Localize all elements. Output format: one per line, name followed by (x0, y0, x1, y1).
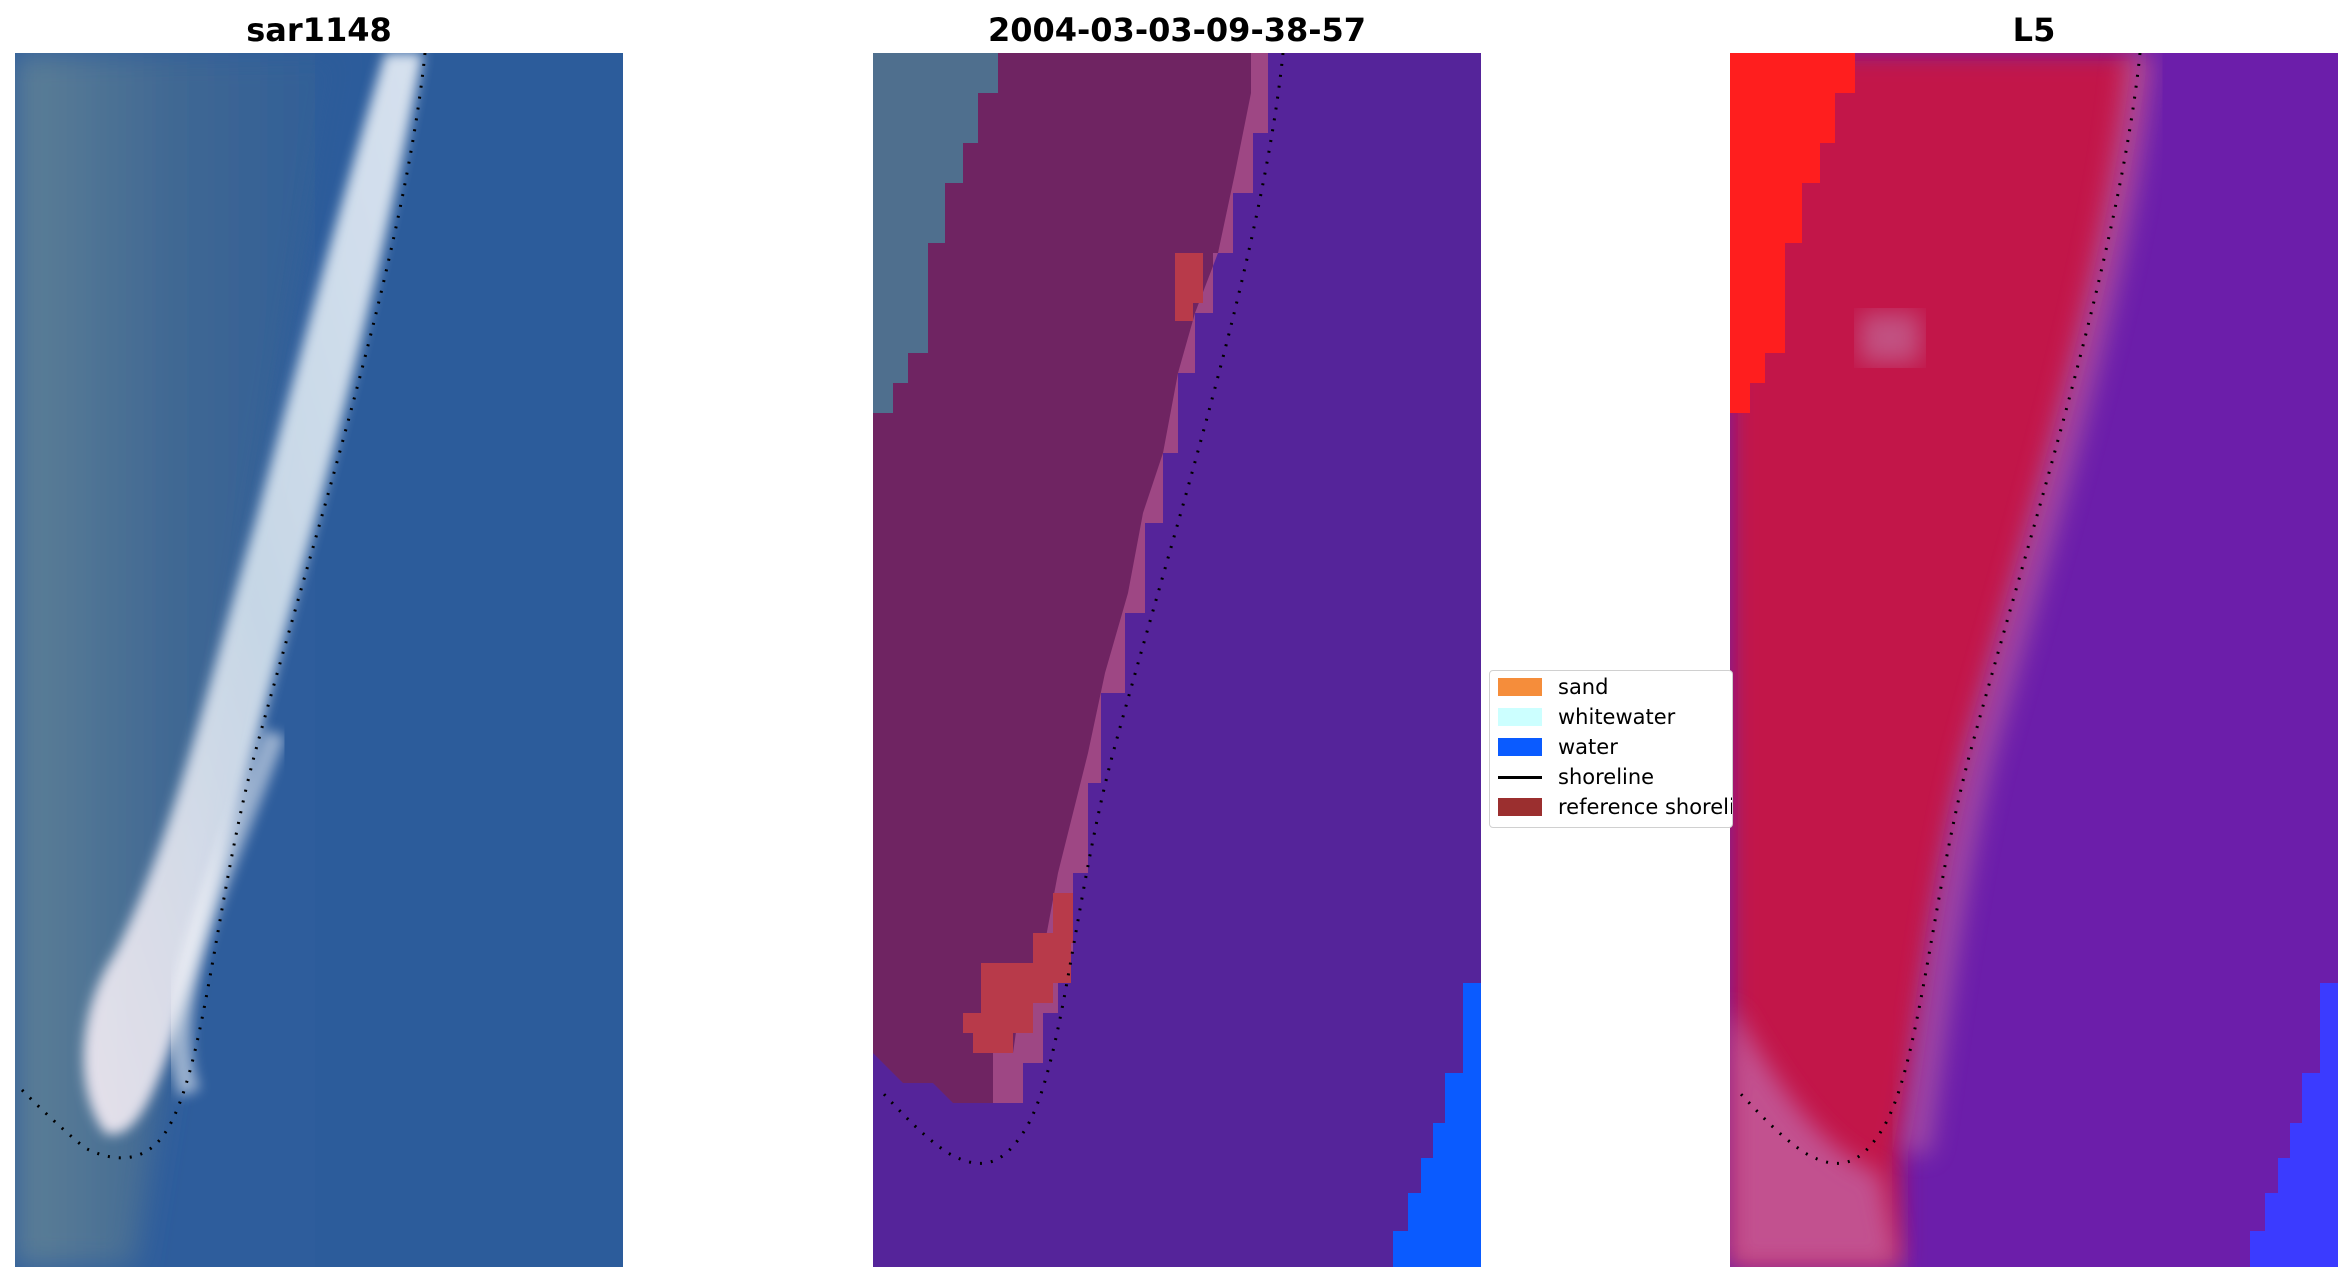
classification-image (873, 53, 1481, 1267)
reference-shoreline-swatch (1498, 798, 1542, 816)
satellite-rgb-image (15, 53, 623, 1267)
legend-label: whitewater (1558, 705, 1676, 729)
legend-item-whitewater: whitewater (1498, 703, 1675, 731)
legend-label: water (1558, 735, 1618, 759)
panel-title-sar: sar1148 (246, 11, 392, 49)
legend-item-sand: sand (1498, 673, 1608, 701)
legend-item-water: water (1498, 733, 1618, 761)
legend-item-shoreline: shoreline (1498, 763, 1654, 791)
legend-label: reference shoreli (1558, 795, 1733, 819)
panel-title-date: 2004-03-03-09-38-57 (987, 11, 1367, 49)
shoreline-line-swatch (1498, 775, 1542, 779)
legend-label: shoreline (1558, 765, 1655, 789)
legend-label: sand (1558, 675, 1609, 699)
sand-swatch (1498, 678, 1542, 696)
legend-item-reference-shoreline: reference shoreli (1498, 793, 1733, 821)
legend: sand whitewater water shoreline referenc… (1489, 670, 1733, 828)
panel-title-l5: L5 (2012, 11, 2056, 49)
water-swatch (1498, 738, 1542, 756)
whitewater-swatch (1498, 708, 1542, 726)
l5-image (1730, 53, 2338, 1267)
